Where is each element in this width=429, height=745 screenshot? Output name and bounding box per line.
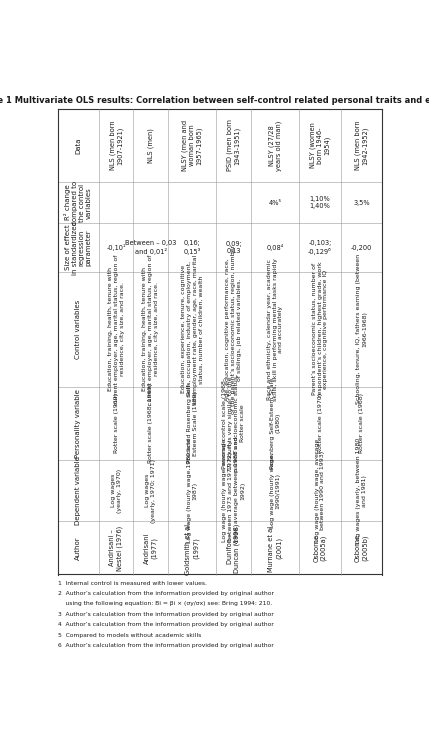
Text: -0,10¹: -0,10¹ xyxy=(106,244,126,251)
Text: 3  Author’s calculation from the information provided by original author: 3 Author’s calculation from the informat… xyxy=(57,612,273,617)
Text: NLSY (27/28
years old man): NLSY (27/28 years old man) xyxy=(268,120,282,171)
Text: 4%⁵: 4%⁵ xyxy=(269,200,282,206)
Text: 6  Author’s calculation from the information provided by original author: 6 Author’s calculation from the informat… xyxy=(57,643,273,648)
Text: NLS (men): NLS (men) xyxy=(148,128,154,163)
Text: NLS (men born
1942-1952): NLS (men born 1942-1952) xyxy=(354,121,369,171)
Text: Table 1 Multivariate OLS results: Correlation between self-control related perso: Table 1 Multivariate OLS results: Correl… xyxy=(0,95,429,104)
Text: Log wages (yearly, between 1980
and 1981): Log wages (yearly, between 1980 and 1981… xyxy=(356,437,367,544)
Text: Osborne
(2005a): Osborne (2005a) xyxy=(313,534,327,562)
Text: using the following equation: Bi = βi × (σy/σx) see: Bring 1994: 210.: using the following equation: Bi = βi × … xyxy=(57,601,272,606)
Text: Murnane et al.
(2001): Murnane et al. (2001) xyxy=(269,524,282,572)
Text: Rotter scale (1968; 1969): Rotter scale (1968; 1969) xyxy=(148,384,153,463)
Text: Personality variable: Personality variable xyxy=(75,389,81,457)
Text: Log wage (hourly wage, average
between 1973 and 1977; hourly
wage, average betwe: Log wage (hourly wage, average between 1… xyxy=(223,437,245,545)
Text: Log wages
(yearly, 1970): Log wages (yearly, 1970) xyxy=(111,469,122,513)
Text: 0,08⁴: 0,08⁴ xyxy=(266,244,284,251)
Text: 1  Internal control is measured with lower values.: 1 Internal control is measured with lowe… xyxy=(57,580,206,586)
Text: Osborne
(2005b): Osborne (2005b) xyxy=(355,534,368,562)
Text: Race and ethnicity, calendar year, academic
skills, skill in performing mental t: Race and ethnicity, calendar year, acade… xyxy=(267,258,284,401)
Text: Rotter scale (1969): Rotter scale (1969) xyxy=(114,393,119,454)
Text: Rotter scale (1970): Rotter scale (1970) xyxy=(317,393,323,454)
Text: Dunifon –
Duncan (1998): Dunifon – Duncan (1998) xyxy=(227,523,240,573)
Text: Predicted Rosenberg Self-
Esteem Scale (1980): Predicted Rosenberg Self- Esteem Scale (… xyxy=(187,383,198,463)
Text: Log wage (hourly wage,1980 and
1987): Log wage (hourly wage,1980 and 1987) xyxy=(187,438,198,543)
Text: Andrisani –
Nestel (1976): Andrisani – Nestel (1976) xyxy=(109,525,123,571)
Text: Schooling, tenure, IQ, fathers earning (between
1966-1968): Schooling, tenure, IQ, fathers earning (… xyxy=(356,254,367,405)
Text: Log wage (hourly wage,
1990/1991): Log wage (hourly wage, 1990/1991) xyxy=(270,453,281,528)
Text: R² change
compared to
the control
variables: R² change compared to the control variab… xyxy=(64,180,92,225)
Text: NLSY (men and
woman born
1957-1965): NLSY (men and woman born 1957-1965) xyxy=(182,120,203,171)
Text: 0,16;
0,15³: 0,16; 0,15³ xyxy=(184,241,201,255)
Text: Goldsmith et al.
(1997): Goldsmith et al. (1997) xyxy=(185,522,199,574)
Text: -0,103;
-0,129⁶: -0,103; -0,129⁶ xyxy=(308,241,332,255)
Text: Education, training, health, tenure with
current employer, age, marital status, : Education, training, health, tenure with… xyxy=(142,254,159,405)
Text: Education, experience, tenure, cognitive
skills, occupation, industry of employm: Education, experience, tenure, cognitive… xyxy=(181,255,203,404)
Text: 5  Compared to models without academic skills: 5 Compared to models without academic sk… xyxy=(57,633,201,638)
Text: 3,5%: 3,5% xyxy=(353,200,370,206)
Text: NLSY (women
born 1946-
1954): NLSY (women born 1946- 1954) xyxy=(310,122,330,168)
Text: NLS (men born
1907-1921): NLS (men born 1907-1921) xyxy=(109,121,123,171)
Text: 0,09;
0,13: 0,09; 0,13 xyxy=(225,241,242,254)
Text: -0,200: -0,200 xyxy=(351,244,372,250)
Text: 1,10%
1,40%: 1,10% 1,40% xyxy=(310,196,330,209)
Text: Size of effect
in standardized
regression
parameter: Size of effect in standardized regressio… xyxy=(65,221,92,274)
Text: Andrisani
(1977): Andrisani (1977) xyxy=(144,532,157,564)
Text: PSID (men born
1943-1951): PSID (men born 1943-1951) xyxy=(227,119,241,171)
Text: Rotter scale (1968): Rotter scale (1968) xyxy=(359,393,364,453)
Text: Rosenberg Self-Esteem Scale
(1980): Rosenberg Self-Esteem Scale (1980) xyxy=(270,378,281,469)
Text: Parent’s socioeconomic status, number of
respondent’s children, highest grade, w: Parent’s socioeconomic status, number of… xyxy=(312,261,328,397)
Text: Education, training, health, tenure with
current employer, age, marital status, : Education, training, health, tenure with… xyxy=(108,254,124,405)
Text: Log wage (hourly wage, average
between 1990 and 1993): Log wage (hourly wage, average between 1… xyxy=(314,439,326,542)
Text: Log wages
(yearly, 1970; 1971): Log wages (yearly, 1970; 1971) xyxy=(145,459,156,523)
Text: Author: Author xyxy=(75,536,81,559)
Text: Dependent variable: Dependent variable xyxy=(75,456,81,525)
Text: Personal control scale (1968-
1972). It is very similar to the
parent’s socioeco: Personal control scale (1968- 1972). It … xyxy=(223,374,245,472)
Text: 2  Author’s calculation from the information provided by original author: 2 Author’s calculation from the informat… xyxy=(57,591,274,596)
Text: Control variables: Control variables xyxy=(75,299,81,359)
Text: Data: Data xyxy=(75,137,81,153)
Text: Between – 0,03
and 0,01²: Between – 0,03 and 0,01² xyxy=(125,241,176,255)
Text: Age, education, cognitive performance, race,
of the parent’s socioeconomic statu: Age, education, cognitive performance, r… xyxy=(225,245,242,414)
Text: 4  Author’s calculation from the information provided by original author: 4 Author’s calculation from the informat… xyxy=(57,622,273,627)
